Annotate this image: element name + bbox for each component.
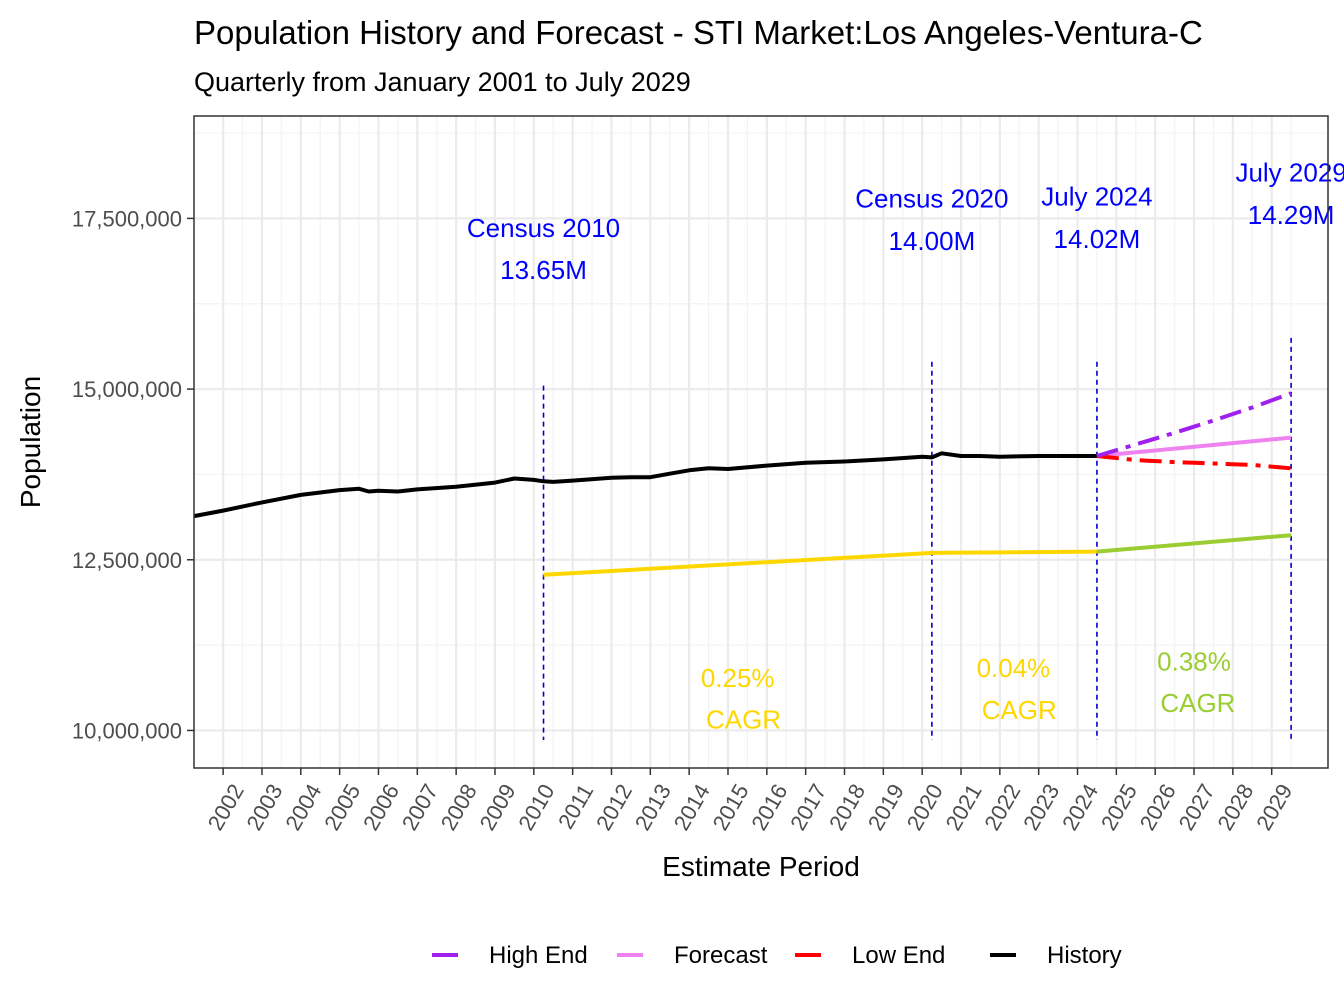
series-cagr-2024-2029 bbox=[1096, 533, 1292, 554]
annotation-label: CAGR bbox=[1160, 688, 1235, 718]
annotation-label: July 2024 bbox=[1041, 181, 1152, 211]
grid-major bbox=[194, 116, 1328, 768]
chart-subtitle: Quarterly from January 2001 to July 2029 bbox=[194, 67, 691, 97]
annotation-label: July 2029 bbox=[1235, 158, 1344, 188]
grid-minor bbox=[194, 116, 1328, 768]
series-history bbox=[193, 451, 1097, 519]
annotation-label: 14.29M bbox=[1248, 200, 1335, 230]
annotation-label: 13.65M bbox=[500, 255, 587, 285]
annotations: Census 2010 13.65M Census 2020 14.00M July 2… bbox=[467, 158, 1344, 735]
series-forecast bbox=[1096, 435, 1292, 458]
legend-label: History bbox=[1047, 942, 1122, 969]
annotation-label: CAGR bbox=[982, 695, 1057, 725]
legend-label: Low End bbox=[852, 942, 945, 969]
annotation-label: 0.25% bbox=[701, 663, 775, 693]
series-high-end bbox=[1096, 391, 1292, 458]
annotation-label: 0.04% bbox=[977, 653, 1051, 683]
plot-border bbox=[193, 115, 1329, 769]
annotation-label: Census 2010 bbox=[467, 213, 620, 243]
legend-label: High End bbox=[489, 942, 588, 969]
series-cagr-2010-2020 bbox=[543, 549, 1097, 577]
annotation-label: 0.38% bbox=[1157, 646, 1231, 676]
x-axis-label: Estimate Period bbox=[662, 851, 860, 882]
y-tick-label: 17,500,000 bbox=[72, 206, 182, 231]
series-lines bbox=[193, 391, 1292, 577]
legend-label: Forecast bbox=[674, 942, 768, 969]
series-low-end bbox=[1096, 454, 1292, 471]
annotation-label: 14.02M bbox=[1054, 224, 1141, 254]
annotation-label: CAGR bbox=[706, 704, 781, 734]
y-axis-label: Population bbox=[15, 376, 46, 508]
chart-title: Population History and Forecast - STI Ma… bbox=[194, 14, 1203, 51]
y-tick-label: 15,000,000 bbox=[72, 377, 182, 402]
legend: High End Forecast Low End History bbox=[432, 942, 1122, 969]
y-tick-label: 12,500,000 bbox=[72, 548, 182, 573]
y-axis: 10,000,000 12,500,000 15,000,000 17,500,000 bbox=[72, 206, 194, 743]
y-tick-label: 10,000,000 bbox=[72, 718, 182, 743]
annotation-label: 14.00M bbox=[889, 226, 976, 256]
annotation-label: Census 2020 bbox=[855, 183, 1008, 213]
